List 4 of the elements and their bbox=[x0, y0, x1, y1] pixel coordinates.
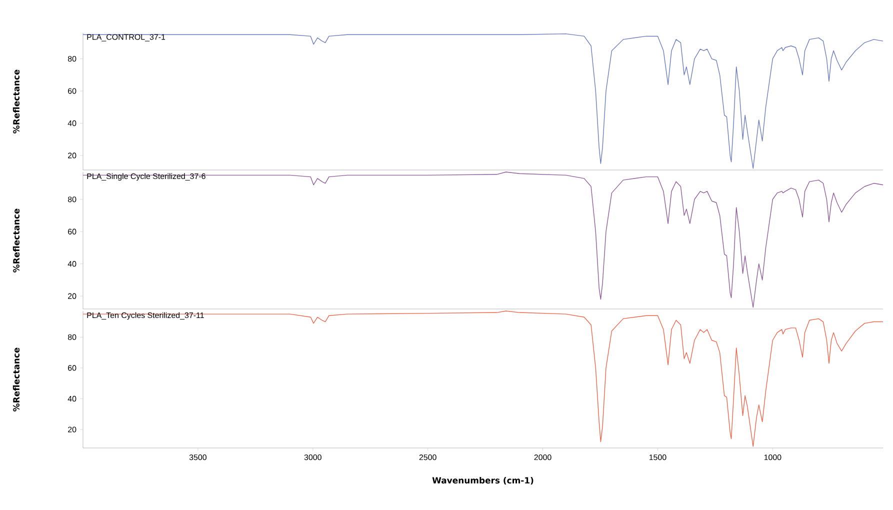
y-axis-title: %Reflectance bbox=[12, 70, 20, 134]
y-axis-title: %Reflectance bbox=[12, 348, 20, 412]
y-axis-title: %Reflectance bbox=[12, 208, 20, 272]
x-axis-title: Wavenumbers (cm-1) bbox=[432, 476, 534, 485]
